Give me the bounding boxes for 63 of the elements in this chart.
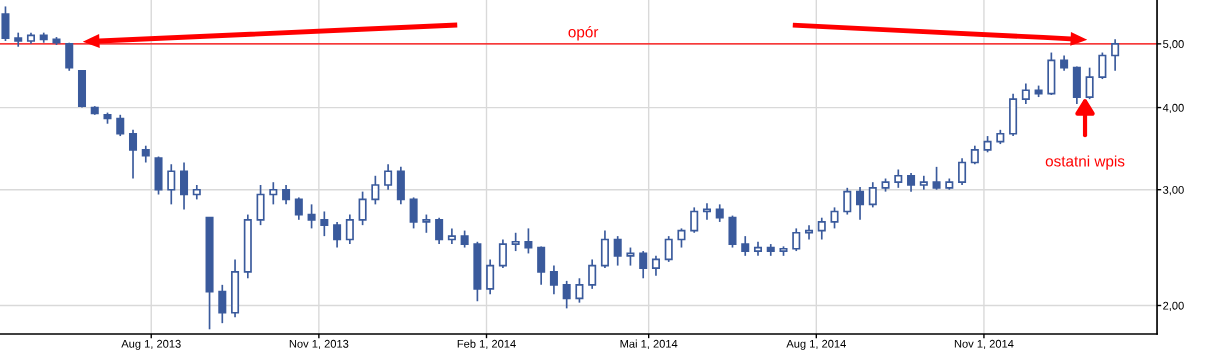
candlestick: [333, 221, 342, 249]
candlestick: [792, 227, 801, 252]
candlestick: [358, 190, 367, 226]
x-tick-label: Nov 1, 2014: [954, 339, 1014, 350]
candlestick: [1111, 38, 1120, 72]
candlestick: [958, 157, 967, 186]
candlestick: [384, 163, 393, 191]
annotation: ostatni wpis: [1045, 155, 1125, 170]
candlestick: [409, 196, 418, 230]
candlestick: [677, 227, 686, 249]
candlestick: [932, 166, 941, 191]
candlestick: [282, 184, 291, 206]
y-tick-label: 5,00: [1163, 40, 1184, 50]
candlestick: [180, 161, 189, 211]
candlestick: [664, 235, 673, 263]
candlestick: [294, 196, 303, 221]
candlestick: [690, 206, 699, 234]
candlestick: [894, 168, 903, 189]
candlestick: [486, 258, 495, 296]
ref-line-label: opór: [568, 26, 599, 41]
candlestick: [1085, 66, 1094, 100]
candlestick: [626, 246, 635, 267]
candlestick: [817, 216, 826, 241]
candlestick: [371, 174, 380, 206]
candlestick: [613, 235, 622, 267]
candlestick: [422, 213, 431, 234]
candlestick: [269, 181, 278, 206]
candlestick: [639, 250, 648, 280]
candlestick: [562, 280, 571, 310]
candlestick: [1098, 51, 1107, 80]
candlestick: [524, 227, 533, 255]
x-tick-label: Feb 1, 2014: [457, 339, 516, 350]
candlestick: [868, 181, 877, 209]
candlestick: [588, 258, 597, 290]
candlestick: [575, 277, 584, 304]
x-tick-label: Aug 1, 2014: [786, 339, 846, 350]
candlestick: [843, 186, 852, 216]
candlestick: [345, 213, 354, 245]
x-tick-label: Nov 1, 2013: [289, 339, 349, 350]
candlestick: [435, 216, 444, 245]
candlestick: [65, 41, 74, 72]
y-tick-label: 3,00: [1163, 185, 1184, 196]
candlestick: [804, 224, 814, 241]
candlestick: [651, 254, 660, 277]
candlestick: [218, 284, 227, 324]
candlestick: [549, 264, 558, 296]
candlestick: [128, 128, 138, 180]
candlestick: [116, 113, 125, 137]
candlestick: [970, 144, 979, 166]
candlestick: [741, 235, 750, 257]
y-tick-label: 2,00: [1163, 301, 1184, 311]
candlestick: [511, 231, 520, 252]
x-tick-label: Aug 1, 2013: [121, 339, 181, 350]
candlestick: [907, 172, 916, 193]
candlestick: [167, 163, 176, 206]
candlestick: [320, 210, 329, 237]
candlestick: [307, 203, 316, 230]
candlestick: [1021, 82, 1030, 105]
candlestick: [498, 238, 507, 269]
candlestick: [856, 186, 865, 221]
candlestick: [830, 206, 839, 230]
x-tick-label: Mai 1, 2014: [620, 339, 678, 350]
y-tick-label: 4,00: [1162, 103, 1184, 114]
